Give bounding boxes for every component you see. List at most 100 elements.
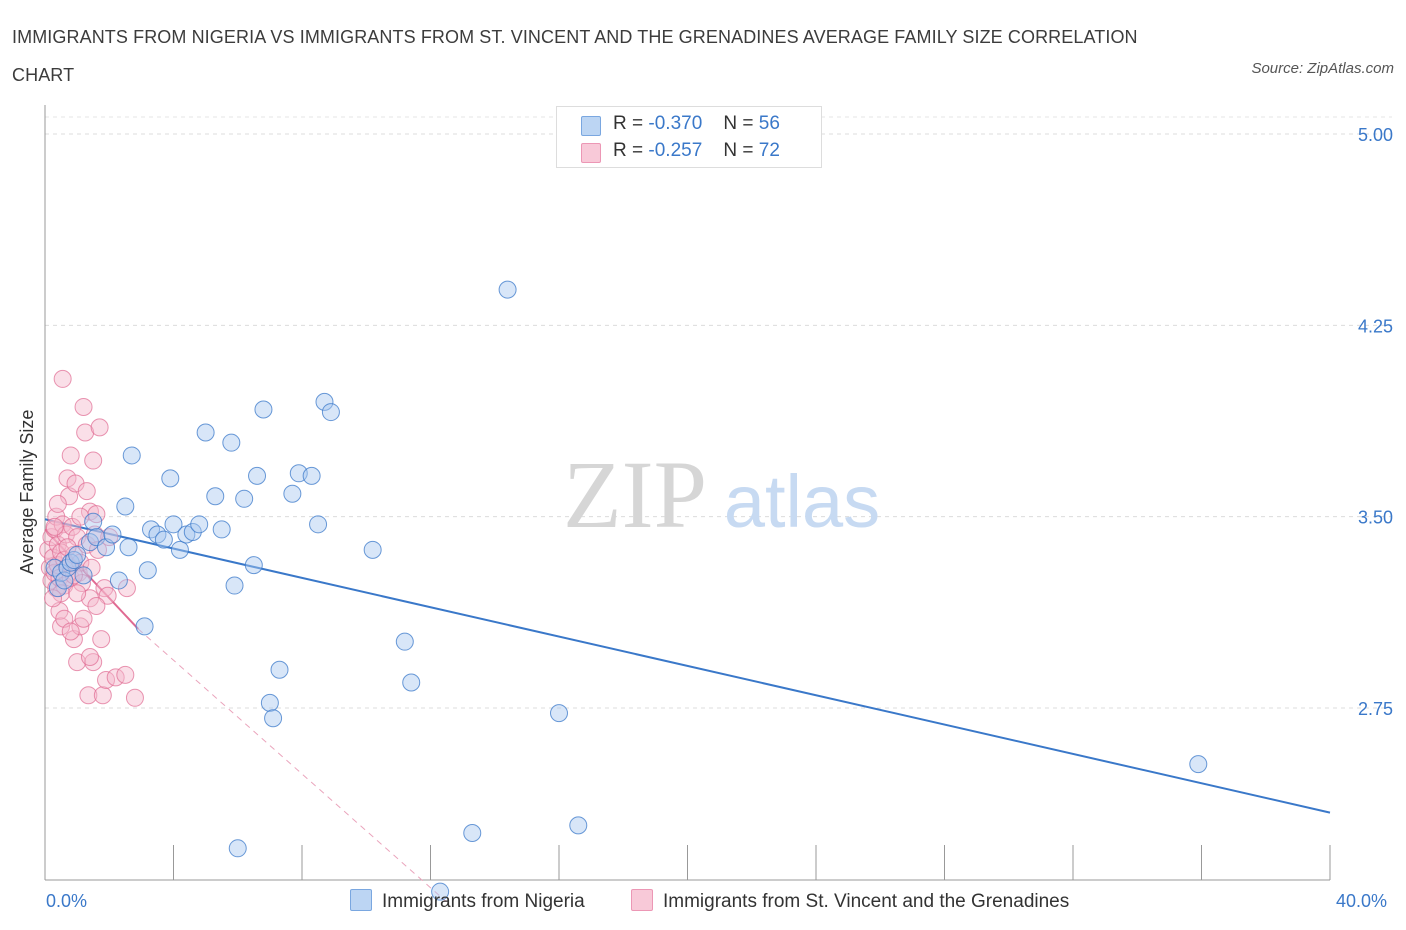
data-point-nigeria xyxy=(321,403,340,422)
data-point-nigeria xyxy=(84,512,103,531)
data-point-nigeria xyxy=(64,551,83,570)
data-point-nigeria xyxy=(550,704,568,723)
data-point-st-vincent xyxy=(100,528,119,547)
data-point-nigeria xyxy=(222,433,241,452)
data-point-nigeria xyxy=(248,466,267,485)
data-point-nigeria xyxy=(235,489,254,508)
chart-title: IMMIGRANTS FROM NIGERIA VS IMMIGRANTS FR… xyxy=(12,27,1138,85)
data-point-nigeria xyxy=(48,579,67,598)
y-tick-label: 5.00 xyxy=(1358,125,1393,145)
data-point-st-vincent xyxy=(84,451,103,470)
data-point-nigeria xyxy=(68,545,87,564)
data-point-nigeria xyxy=(395,632,414,651)
data-point-nigeria xyxy=(225,576,244,595)
data-point-nigeria xyxy=(164,515,183,534)
data-point-st-vincent xyxy=(44,589,63,608)
watermark-atlas: atlas xyxy=(724,460,880,543)
trend-line-nigeria xyxy=(44,518,1331,814)
data-point-nigeria xyxy=(463,824,482,843)
y-tick-label: 3.50 xyxy=(1358,508,1393,528)
data-point-nigeria xyxy=(183,522,202,541)
axes xyxy=(44,105,1331,881)
data-point-st-vincent xyxy=(80,647,99,666)
legend-n-value-nigeria: 56 xyxy=(758,113,780,134)
data-point-nigeria xyxy=(228,839,247,858)
data-point-st-vincent xyxy=(92,630,111,649)
data-point-nigeria xyxy=(260,693,279,712)
data-point-st-vincent xyxy=(48,494,67,513)
data-point-nigeria xyxy=(74,566,93,585)
trend-line-st-vincent-extended xyxy=(137,628,447,903)
data-point-st-vincent xyxy=(84,653,103,672)
data-point-nigeria xyxy=(154,530,173,549)
y-tick-labels: 2.75 3.50 4.25 5.00 xyxy=(1358,125,1393,719)
data-point-st-vincent xyxy=(76,423,95,442)
data-point-nigeria xyxy=(569,816,588,835)
data-point-nigeria xyxy=(170,540,189,559)
data-point-st-vincent xyxy=(77,482,96,501)
data-point-nigeria xyxy=(122,446,141,465)
data-point-nigeria xyxy=(212,520,231,539)
data-point-nigeria xyxy=(283,484,302,503)
bottom-legend-swatch-st-vincent xyxy=(631,889,653,911)
bottom-legend-label-nigeria: Immigrants from Nigeria xyxy=(382,891,585,912)
data-point-nigeria xyxy=(309,515,328,534)
legend-r-label: R = xyxy=(613,140,644,161)
data-point-st-vincent xyxy=(93,686,112,705)
data-point-st-vincent xyxy=(74,609,93,628)
data-point-nigeria xyxy=(270,660,289,679)
watermark-zip: ZIP xyxy=(563,441,707,548)
data-point-nigeria xyxy=(161,469,180,488)
watermark: ZIP atlas xyxy=(563,441,880,548)
legend-r-value-st-vincent: -0.257 xyxy=(648,140,703,161)
data-point-nigeria xyxy=(206,487,225,506)
bottom-legend-nigeria: Immigrants from Nigeria xyxy=(350,889,585,913)
data-point-nigeria xyxy=(254,400,273,419)
data-point-nigeria xyxy=(119,538,138,557)
grid-lines xyxy=(45,116,1392,709)
bottom-legend-swatch-nigeria xyxy=(350,889,372,911)
data-point-st-vincent xyxy=(90,418,109,437)
data-point-st-vincent xyxy=(53,369,72,388)
data-point-nigeria xyxy=(402,673,421,692)
data-point-nigeria xyxy=(498,280,517,299)
data-point-nigeria xyxy=(109,571,128,590)
y-axis-label: Average Family Size xyxy=(17,410,37,575)
data-point-nigeria xyxy=(264,709,283,728)
data-point-nigeria xyxy=(302,466,321,485)
data-point-nigeria xyxy=(315,392,334,411)
data-point-st-vincent xyxy=(61,446,80,465)
data-point-st-vincent xyxy=(45,517,64,536)
data-point-st-vincent xyxy=(61,622,80,641)
legend-swatch-nigeria xyxy=(581,116,601,136)
data-point-st-vincent xyxy=(79,686,98,705)
data-point-st-vincent xyxy=(74,397,93,416)
bottom-legend-label-st-vincent: Immigrants from St. Vincent and the Gren… xyxy=(663,891,1070,912)
points-nigeria xyxy=(45,280,1208,901)
x-tick-label-max: 40.0% xyxy=(1336,891,1388,911)
data-point-nigeria xyxy=(116,497,135,516)
data-point-nigeria xyxy=(190,515,209,534)
legend-n-value-st-vincent: 72 xyxy=(758,140,780,161)
data-point-nigeria xyxy=(135,617,154,636)
data-point-st-vincent xyxy=(68,584,87,603)
data-point-nigeria xyxy=(363,540,382,559)
y-tick-label: 4.25 xyxy=(1358,316,1393,336)
data-point-nigeria xyxy=(1189,755,1208,774)
data-point-nigeria xyxy=(61,553,80,572)
x-tick-label-min: 0.0% xyxy=(46,891,88,911)
data-point-st-vincent xyxy=(98,586,117,605)
data-point-st-vincent xyxy=(116,665,135,684)
legend-swatch-st-vincent xyxy=(581,143,601,163)
data-point-nigeria xyxy=(103,525,122,544)
data-point-nigeria xyxy=(431,882,450,901)
legend-n-label: N = xyxy=(723,140,754,161)
bottom-legend-st-vincent: Immigrants from St. Vincent and the Gren… xyxy=(631,889,1069,913)
y-tick-label: 2.75 xyxy=(1358,699,1393,719)
legend-r-label: R = xyxy=(613,113,644,134)
data-point-nigeria xyxy=(244,556,263,575)
legend-r-value-nigeria: -0.370 xyxy=(648,113,703,134)
source-label: Source: ZipAtlas.com xyxy=(1251,60,1394,77)
data-point-nigeria xyxy=(58,558,77,577)
